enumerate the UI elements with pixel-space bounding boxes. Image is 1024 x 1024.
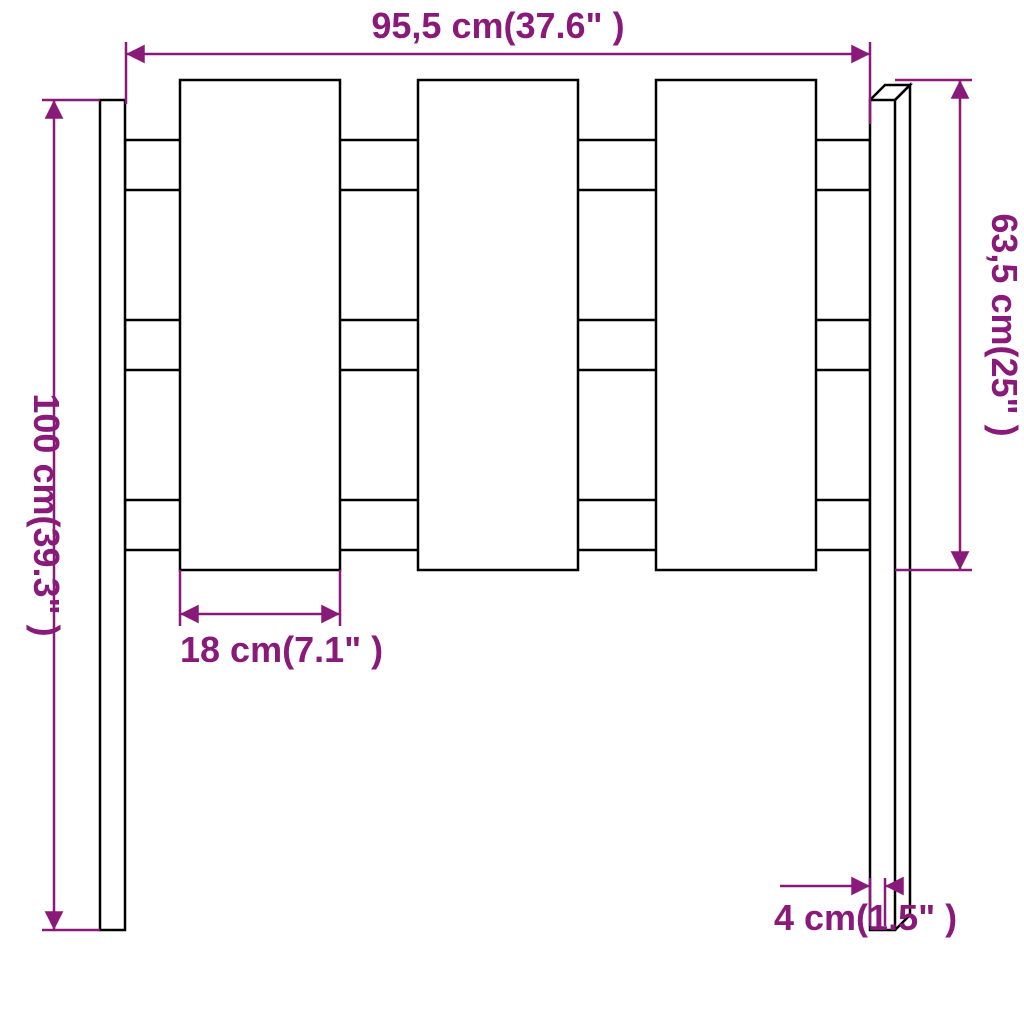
- product-outline: [100, 80, 910, 930]
- technical-drawing: 95,5 cm(37.6" ) 100 cm(39.3" ) 63,5 cm(25"…: [0, 0, 1024, 1024]
- svg-text:18 cm(7.1" ): 18 cm(7.1" ): [180, 629, 383, 670]
- dimension-label: 100 cm(39.3" ): [26, 393, 67, 636]
- svg-text:4 cm(1.5" ): 4 cm(1.5" ): [774, 897, 957, 938]
- dimension-label: 63,5 cm(25" ): [984, 213, 1024, 436]
- dimension-label: 95,5 cm(37.6" ): [371, 5, 624, 46]
